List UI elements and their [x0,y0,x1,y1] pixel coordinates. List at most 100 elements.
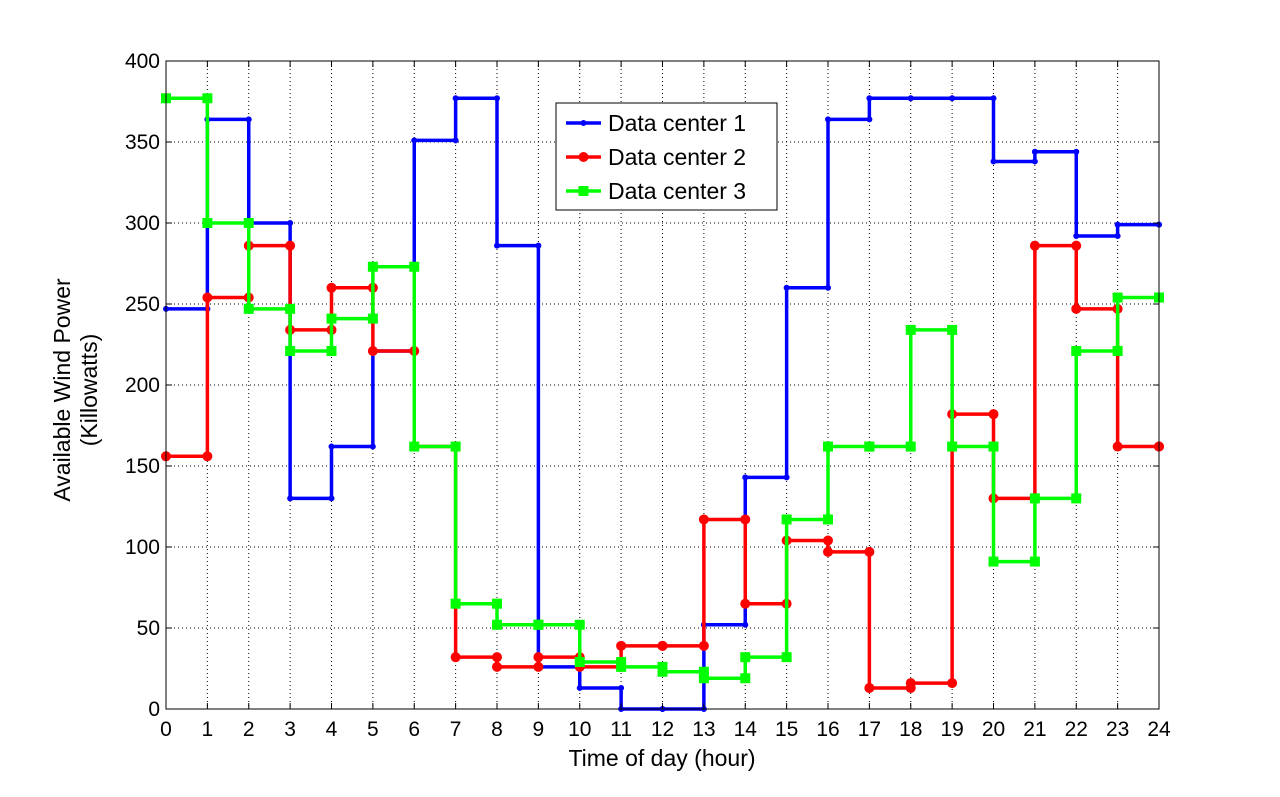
x-tick-label: 2 [243,718,255,741]
series-data-center-1-marker [452,137,459,144]
y-tick-label: 200 [125,374,160,397]
series-data-center-3-marker [905,441,916,452]
series-data-center-1-marker [287,220,294,226]
series-data-center-2-marker [740,598,751,609]
series-data-center-3-marker [1029,493,1040,504]
series-data-center-1-marker [825,116,831,123]
series-data-center-3 [161,93,1164,684]
series-data-center-3-marker [409,261,420,272]
y-tick-label: 50 [137,617,160,640]
x-axis-label: Time of day (hour) [568,745,755,771]
x-tick-label: 13 [692,718,715,741]
series-data-center-3-marker [781,514,792,525]
legend-data-center-1-label: Data center 1 [608,110,746,136]
series-data-center-3-marker [740,652,751,663]
x-tick-label: 4 [326,718,338,741]
y-tick-label: 400 [125,50,160,73]
series-data-center-1-marker [907,95,914,102]
x-tick-label: 21 [1023,718,1046,741]
x-tick-label: 20 [982,718,1005,741]
series-data-center-2-marker [864,682,875,693]
legend-data-center-1-marker [580,120,587,126]
y-tick-label: 0 [148,698,160,721]
series-data-center-3-marker [988,441,999,452]
series-data-center-2-marker [202,292,213,303]
series-data-center-2-marker [492,652,502,663]
series-data-center-2-marker [657,640,668,651]
x-tick-label: 0 [160,718,172,741]
x-tick-label: 22 [1065,718,1088,741]
x-tick-label: 24 [1147,718,1171,741]
y-axis-label-line-2: (Killowatts) [76,334,102,446]
series-data-center-1-marker [783,284,790,291]
series-data-center-2-marker [616,640,627,651]
series-data-center-2-marker [740,514,751,525]
x-tick-label: 3 [284,718,296,741]
axis-ticks [165,60,1160,710]
series-data-center-3-marker [823,514,833,525]
series-data-center-2-marker [1071,303,1082,314]
series-data-center-2-marker [492,661,502,672]
x-tick-label: 10 [568,718,591,741]
legend-data-center-2-marker [578,152,589,162]
series-data-center-3-marker [574,657,585,668]
series-data-center-1-marker [742,474,749,481]
series-data-center-2-marker [450,652,461,663]
series-data-center-3-marker [326,313,337,324]
series-data-center-3-marker [243,303,254,314]
series-data-center-3-marker [367,261,378,272]
series-data-center-3-marker [326,345,337,356]
series-data-center-3-marker [450,598,461,609]
series-data-center-3-marker [409,441,420,452]
x-tick-label: 12 [651,718,674,741]
x-tick-label: 5 [367,718,379,741]
x-tick-labels: 0 1 2 3 4 5 6 7 8 9 10 11 12 13 14 15 16 17 18 19 20 21 22 23 24 [160,718,1171,741]
series-data-center-2-marker [698,640,709,651]
y-tick-label: 350 [125,131,160,154]
series-data-center-2-marker [947,678,958,689]
series-data-center-3-marker [1112,292,1123,303]
series-data-center-3-marker [947,441,958,452]
series-data-center-1-marker [618,684,625,691]
y-tick-labels: 0 50 100 150 200 250 300 350 400 [125,50,160,721]
series-data-center-3-marker [740,673,751,684]
series-data-center-3-marker [947,324,958,335]
x-tick-label: 18 [899,718,922,741]
legend: Data center 1 Data center 2 Data center 3 [555,102,778,211]
series-data-center-2-marker [533,652,544,663]
series-data-center-2-marker [1029,240,1040,251]
series-data-center-2-marker [905,678,916,689]
series-data-center-1-marker [949,95,956,102]
series-data-center-2-marker [823,546,833,557]
series-data-center-2-marker [285,240,296,251]
y-axis-label: Available Wind Power (Killowatts) [49,278,102,502]
series-data-center-1-marker [866,95,873,102]
series-data-center-3-marker [492,598,502,609]
series-data-center-3-marker [367,313,378,324]
series-data-center-1-marker [535,242,542,249]
x-tick-label: 8 [491,718,503,741]
series-data-center-2-marker [1071,240,1082,251]
series-data-center-3-marker [781,652,792,663]
series-data-center-1-marker [328,495,335,502]
series-data-center-3-marker [905,324,916,335]
legend-data-center-3-marker [578,186,589,196]
series-data-center-2-marker [1112,441,1123,452]
series-data-center-3-marker [1029,556,1040,567]
x-tick-label: 14 [734,718,758,741]
y-tick-label: 300 [125,212,160,235]
series-data-center-3-marker [657,666,668,677]
y-tick-label: 100 [125,536,160,559]
series-data-center-1-marker [287,495,294,502]
series-data-center-3-marker [574,619,585,630]
y-tick-label: 250 [125,293,160,316]
series-data-center-1-marker [742,621,749,628]
y-tick-label: 150 [125,455,160,478]
series-data-center-3-marker [202,218,213,228]
series-data-center-3-marker [285,345,296,356]
series-data-center-1-marker [245,116,252,123]
series-data-center-3-marker [285,303,296,314]
series-data-center-1-marker [369,443,376,450]
series-data-center-3-marker [1112,345,1123,356]
legend-data-center-1: Data center 1 [566,110,746,136]
